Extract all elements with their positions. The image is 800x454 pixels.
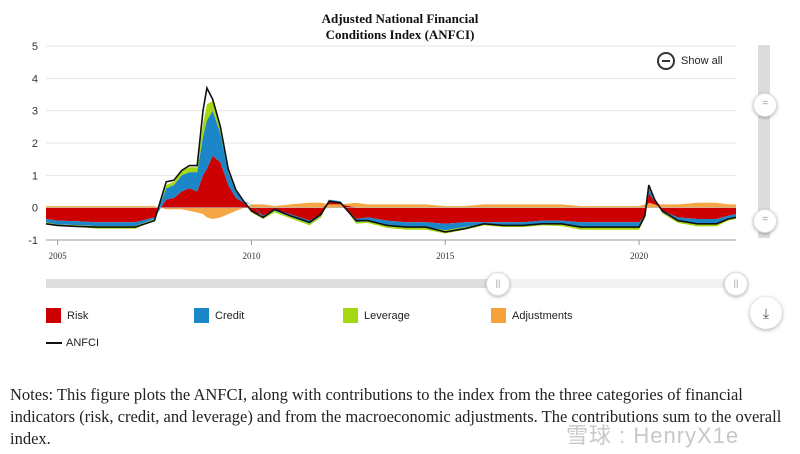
y-tick-label-3: 3 [32,106,38,118]
horizontal-handle-left[interactable]: || [486,272,510,296]
horizontal-scrollbar[interactable] [46,279,736,288]
legend-adjustments[interactable]: Adjustments [491,308,573,323]
chart-title-line-2: Conditions Index (ANFCI) [325,27,475,42]
x-tick-label-2005: 2005 [49,251,68,261]
x-tick-label-2010: 2010 [242,251,261,261]
y-tick-label-2: 2 [32,138,38,150]
line-anfci [45,85,737,233]
legend-leverage[interactable]: Leverage [343,308,410,323]
chart-title: Adjusted National Financial Conditions I… [240,11,560,43]
vertical-handle-top[interactable]: = [753,93,777,117]
show-all-button[interactable]: Show all [657,52,723,70]
x-tick-label-2020: 2020 [630,251,649,261]
y-tick-label-1: 1 [32,170,38,182]
download-button[interactable]: ⤓ [750,297,782,329]
legend-leverage-swatch [343,308,358,323]
area-risk [46,155,736,224]
anfci-chart: -1 0 1 2 3 4 5 2005 2010 2015 2020 [28,41,737,261]
y-tick-label-4: 4 [32,73,38,85]
legend-credit-swatch [194,308,209,323]
area-credit [46,110,736,231]
legend-credit-label: Credit [215,309,245,322]
x-tick-label-2015: 2015 [436,251,455,261]
legend-anfci-swatch [46,342,62,344]
legend-risk-swatch [46,308,61,323]
watermark: 雪球 : HenryX1e [566,423,740,448]
legend-credit[interactable]: Credit [194,308,244,323]
zoom-out-icon [657,52,675,70]
chart-title-line-1: Adjusted National Financial [321,11,479,26]
legend-adjustments-swatch [491,308,506,323]
area-adjustments [46,202,736,219]
legend-risk[interactable]: Risk [46,308,88,323]
horizontal-handle-right[interactable]: || [724,272,748,296]
vertical-handle-bottom[interactable]: = [753,209,777,233]
legend-anfci[interactable]: ANFCI [46,337,99,349]
y-tick-label-0: 0 [32,203,38,215]
y-tick-label--1: -1 [28,235,38,247]
download-icon: ⤓ [762,305,770,321]
y-tick-label-5: 5 [32,41,38,53]
horizontal-selection[interactable] [497,279,735,288]
notes-text: Notes: This figure plots the ANFCI, alon… [10,385,782,448]
legend-anfci-label: ANFCI [66,337,99,349]
legend-adjustments-label: Adjustments [512,309,573,322]
show-all-label: Show all [681,55,723,67]
legend-leverage-label: Leverage [364,309,410,322]
legend-risk-label: Risk [67,309,89,322]
